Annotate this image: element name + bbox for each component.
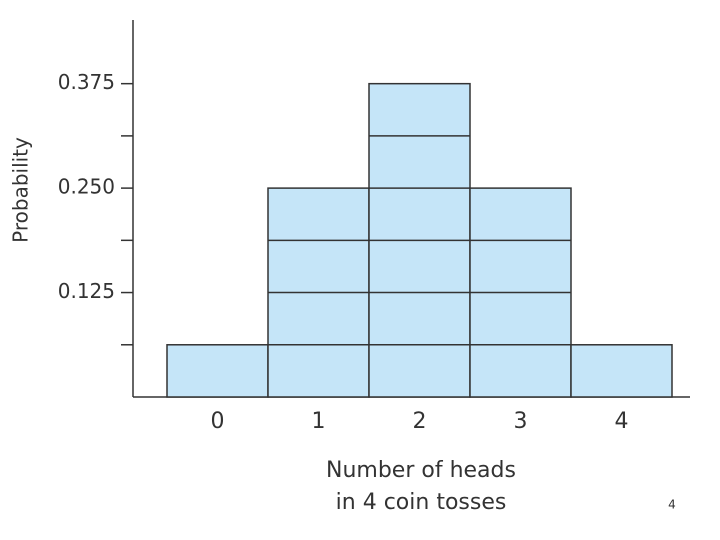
page-number: 4 (668, 498, 676, 512)
x-tick-label: 1 (312, 409, 326, 434)
y-tick-label: 0.375 (58, 70, 115, 94)
y-axis-label: Probability (9, 137, 33, 243)
x-tick-label: 4 (615, 409, 629, 434)
x-tick-label: 0 (211, 409, 225, 434)
x-tick-label: 2 (413, 409, 427, 434)
bar (166, 344, 269, 398)
y-tick-label: 0.125 (58, 279, 115, 303)
x-axis-label: in 4 coin tosses (336, 490, 507, 515)
x-axis-label: Number of heads (326, 458, 516, 483)
x-tick-label: 3 (514, 409, 528, 434)
bar (570, 344, 673, 398)
y-tick-label: 0.250 (58, 175, 115, 199)
